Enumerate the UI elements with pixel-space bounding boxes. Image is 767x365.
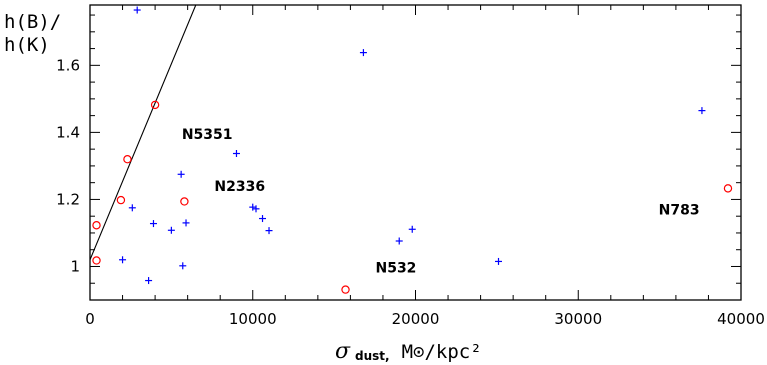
plus-point	[495, 257, 503, 265]
y-axis-ticks: 1 1.2 1.4 1.6	[56, 14, 741, 301]
x-tick-label: 40000	[717, 310, 765, 328]
plus-point	[177, 170, 185, 178]
plus-point	[119, 256, 127, 264]
x-axis-ticks: 0 10000 20000 30000 40000	[85, 5, 765, 328]
clipped-marks	[90, 5, 733, 294]
x-axis-label: σ dust, M⊙/kpc²	[335, 339, 482, 364]
plus-point	[408, 225, 416, 233]
annotation-label: N5351	[182, 127, 233, 143]
x-axis-label-units: M⊙/kpc²	[402, 341, 482, 363]
plus-point	[182, 219, 190, 227]
plus-point	[167, 226, 175, 234]
circle-point	[123, 155, 132, 164]
plus-point	[232, 150, 240, 158]
circle-point	[92, 221, 101, 230]
circle-point	[116, 195, 126, 205]
circle-point	[92, 256, 101, 265]
annotation-label: N783	[659, 203, 700, 219]
circle-point	[150, 100, 160, 110]
plus-point	[395, 237, 403, 245]
plus-point	[698, 107, 706, 115]
trend-line	[90, 5, 197, 260]
plus-point	[133, 6, 141, 14]
plus-point	[252, 205, 260, 213]
plus-point	[149, 220, 157, 228]
circle-point	[180, 197, 189, 206]
x-tick-label: 30000	[554, 310, 602, 328]
plot-frame	[89, 4, 742, 301]
y-tick-label: 1.6	[56, 56, 80, 74]
y-tick-label: 1	[70, 257, 80, 275]
y-axis-label-line1: h(B)/	[4, 11, 61, 33]
data-marks	[90, 5, 733, 294]
circle-point	[723, 184, 733, 193]
plus-point	[265, 227, 273, 235]
y-axis-label-line2: h(K)	[4, 34, 50, 56]
x-axis-label-subscript: dust,	[355, 349, 390, 363]
x-tick-label: 20000	[392, 310, 440, 328]
y-tick-label: 1.4	[56, 123, 80, 141]
plus-point	[249, 203, 257, 211]
x-tick-label: 10000	[229, 310, 277, 328]
plot-area	[89, 4, 742, 301]
annotations: N5351 N2336 N783 N532	[182, 127, 700, 276]
y-tick-label: 1.2	[56, 190, 80, 208]
plus-point	[128, 204, 136, 212]
annotation-label: N532	[375, 261, 416, 277]
plus-point	[259, 215, 267, 223]
annotation-label: N2336	[214, 179, 265, 195]
plus-point	[145, 277, 153, 285]
plus-point	[179, 262, 187, 270]
x-axis-label-symbol: σ	[335, 339, 351, 364]
circle-point	[341, 285, 350, 294]
plus-point	[359, 49, 367, 57]
x-tick-label: 0	[85, 310, 95, 328]
